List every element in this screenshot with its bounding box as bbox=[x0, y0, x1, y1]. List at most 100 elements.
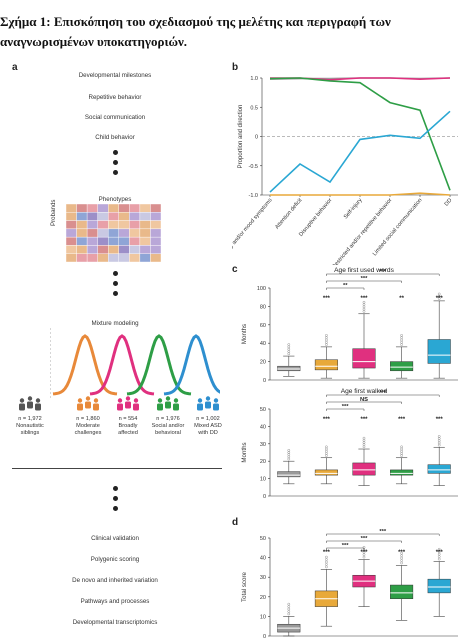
heatmap-cell bbox=[66, 220, 77, 230]
outlier-point bbox=[287, 347, 291, 351]
bracket-label: *** bbox=[342, 404, 350, 410]
y-tick-label: 80 bbox=[260, 304, 266, 310]
heatmap-cell bbox=[150, 212, 161, 221]
group-2: n = 554 Broadly affected bbox=[106, 396, 150, 437]
panel-b-letter: b bbox=[232, 62, 239, 73]
person-head bbox=[205, 396, 211, 401]
heatmap-cell bbox=[139, 253, 151, 262]
outlier-point bbox=[287, 350, 291, 353]
person-body bbox=[93, 403, 99, 411]
ellipsis-dot bbox=[113, 496, 118, 501]
outlier-point bbox=[437, 443, 441, 447]
person-body bbox=[117, 403, 123, 411]
ellipsis-dot bbox=[113, 170, 118, 175]
mixture-modeling-title: Mixture modeling bbox=[91, 320, 139, 327]
series-line bbox=[269, 77, 451, 191]
y-axis-label: Proportion and direction bbox=[238, 105, 244, 169]
person-body bbox=[133, 403, 139, 411]
people-icon bbox=[157, 396, 179, 411]
person-head bbox=[93, 398, 99, 403]
x-tick-label: Self-injury bbox=[343, 197, 364, 220]
panel-d-letter: d bbox=[232, 517, 239, 528]
heatmap-cell bbox=[150, 228, 161, 238]
outlier-point bbox=[400, 445, 403, 449]
bracket-label: NS bbox=[360, 397, 368, 403]
heatmap-cell bbox=[129, 204, 141, 213]
y-tick-label: 50 bbox=[260, 536, 266, 542]
heatmap-cell bbox=[76, 228, 88, 238]
y-tick-label: 30 bbox=[260, 575, 266, 581]
phenotype-heatmap bbox=[66, 204, 161, 262]
y-tick-label: 20 bbox=[260, 595, 266, 601]
box bbox=[390, 361, 414, 372]
significance-stars: *** bbox=[323, 417, 331, 423]
outlier-point bbox=[400, 340, 403, 344]
heatmap-cell bbox=[97, 212, 109, 221]
outlier-point bbox=[400, 343, 403, 346]
outlier-point bbox=[325, 340, 328, 344]
person-head bbox=[35, 398, 41, 403]
outlier-point bbox=[325, 338, 328, 342]
y-tick-label: 40 bbox=[260, 341, 266, 347]
outlier-point bbox=[400, 336, 403, 339]
group-name: Moderate bbox=[76, 423, 100, 429]
significance-stars: *** bbox=[398, 417, 406, 423]
outlier-point bbox=[325, 447, 328, 451]
bracket-label: *** bbox=[379, 390, 387, 396]
outlier-point bbox=[362, 441, 366, 444]
ellipsis-dot bbox=[113, 271, 118, 276]
heatmap-cell bbox=[86, 212, 98, 221]
outlier-point bbox=[325, 334, 328, 337]
panel-a-letter: a bbox=[12, 62, 18, 73]
significance-bracket bbox=[326, 394, 440, 397]
people-icon bbox=[117, 396, 139, 411]
heatmap-cell bbox=[139, 220, 151, 230]
bracket-label: ** bbox=[343, 283, 348, 289]
bracket-label: *** bbox=[361, 536, 369, 542]
heatmap-cell bbox=[76, 220, 88, 230]
heatmap-cell bbox=[86, 204, 98, 213]
outlier-point bbox=[362, 310, 366, 313]
phenotypes-title: Phenotypes bbox=[98, 196, 132, 203]
person-body bbox=[213, 403, 219, 411]
significance-bracket bbox=[326, 273, 440, 276]
outlier-point bbox=[400, 561, 403, 565]
x-tick-label: Anxiety and/or mood symptoms bbox=[232, 197, 274, 261]
outlier-point bbox=[325, 563, 328, 566]
heatmap-cell bbox=[118, 220, 130, 230]
y-tick-label: 50 bbox=[260, 407, 266, 413]
outlier-point bbox=[287, 343, 291, 346]
figure-caption: Σχήμα 1: Επισκόπηση του σχεδιασμού της μ… bbox=[0, 12, 468, 52]
groups-row: n = 1,972 Nonautistic siblings n = 1,860 Mod… bbox=[8, 396, 223, 446]
chart-title: Age first walked bbox=[341, 388, 388, 395]
person-body bbox=[157, 403, 163, 411]
person-head bbox=[125, 396, 131, 401]
feature-developmental-milestones: Developmental milestones bbox=[78, 72, 152, 79]
person-body bbox=[165, 401, 171, 409]
people-icon bbox=[197, 396, 219, 411]
outlier-point bbox=[400, 554, 403, 557]
box bbox=[427, 464, 451, 474]
y-tick-label: 10 bbox=[260, 614, 266, 620]
group-1: n = 1,860 Moderate challenges bbox=[66, 396, 110, 437]
x-tick-label: Attention deficit bbox=[274, 197, 303, 230]
heatmap-cell bbox=[66, 228, 77, 238]
group-name: Mixed ASD bbox=[194, 423, 222, 429]
y-tick-label: 60 bbox=[260, 323, 266, 329]
group-0: n = 1,972 Nonautistic siblings bbox=[8, 396, 52, 437]
heatmap-cell bbox=[129, 245, 141, 254]
y-tick-label: -1.0 bbox=[249, 193, 258, 199]
ellipsis-dot bbox=[113, 291, 118, 296]
outlier-point bbox=[362, 439, 366, 442]
outlier-point bbox=[437, 547, 441, 551]
heatmap-cell bbox=[129, 253, 141, 262]
heatmap-cell bbox=[139, 245, 151, 254]
outlier-point bbox=[362, 303, 366, 306]
heatmap-cell bbox=[97, 204, 109, 213]
outlier-point bbox=[287, 602, 291, 606]
person-head bbox=[19, 398, 25, 403]
heatmap-cell bbox=[108, 228, 119, 238]
heatmap-cell bbox=[150, 245, 161, 254]
significance-bracket bbox=[326, 540, 402, 543]
heatmap-cell bbox=[86, 228, 98, 238]
